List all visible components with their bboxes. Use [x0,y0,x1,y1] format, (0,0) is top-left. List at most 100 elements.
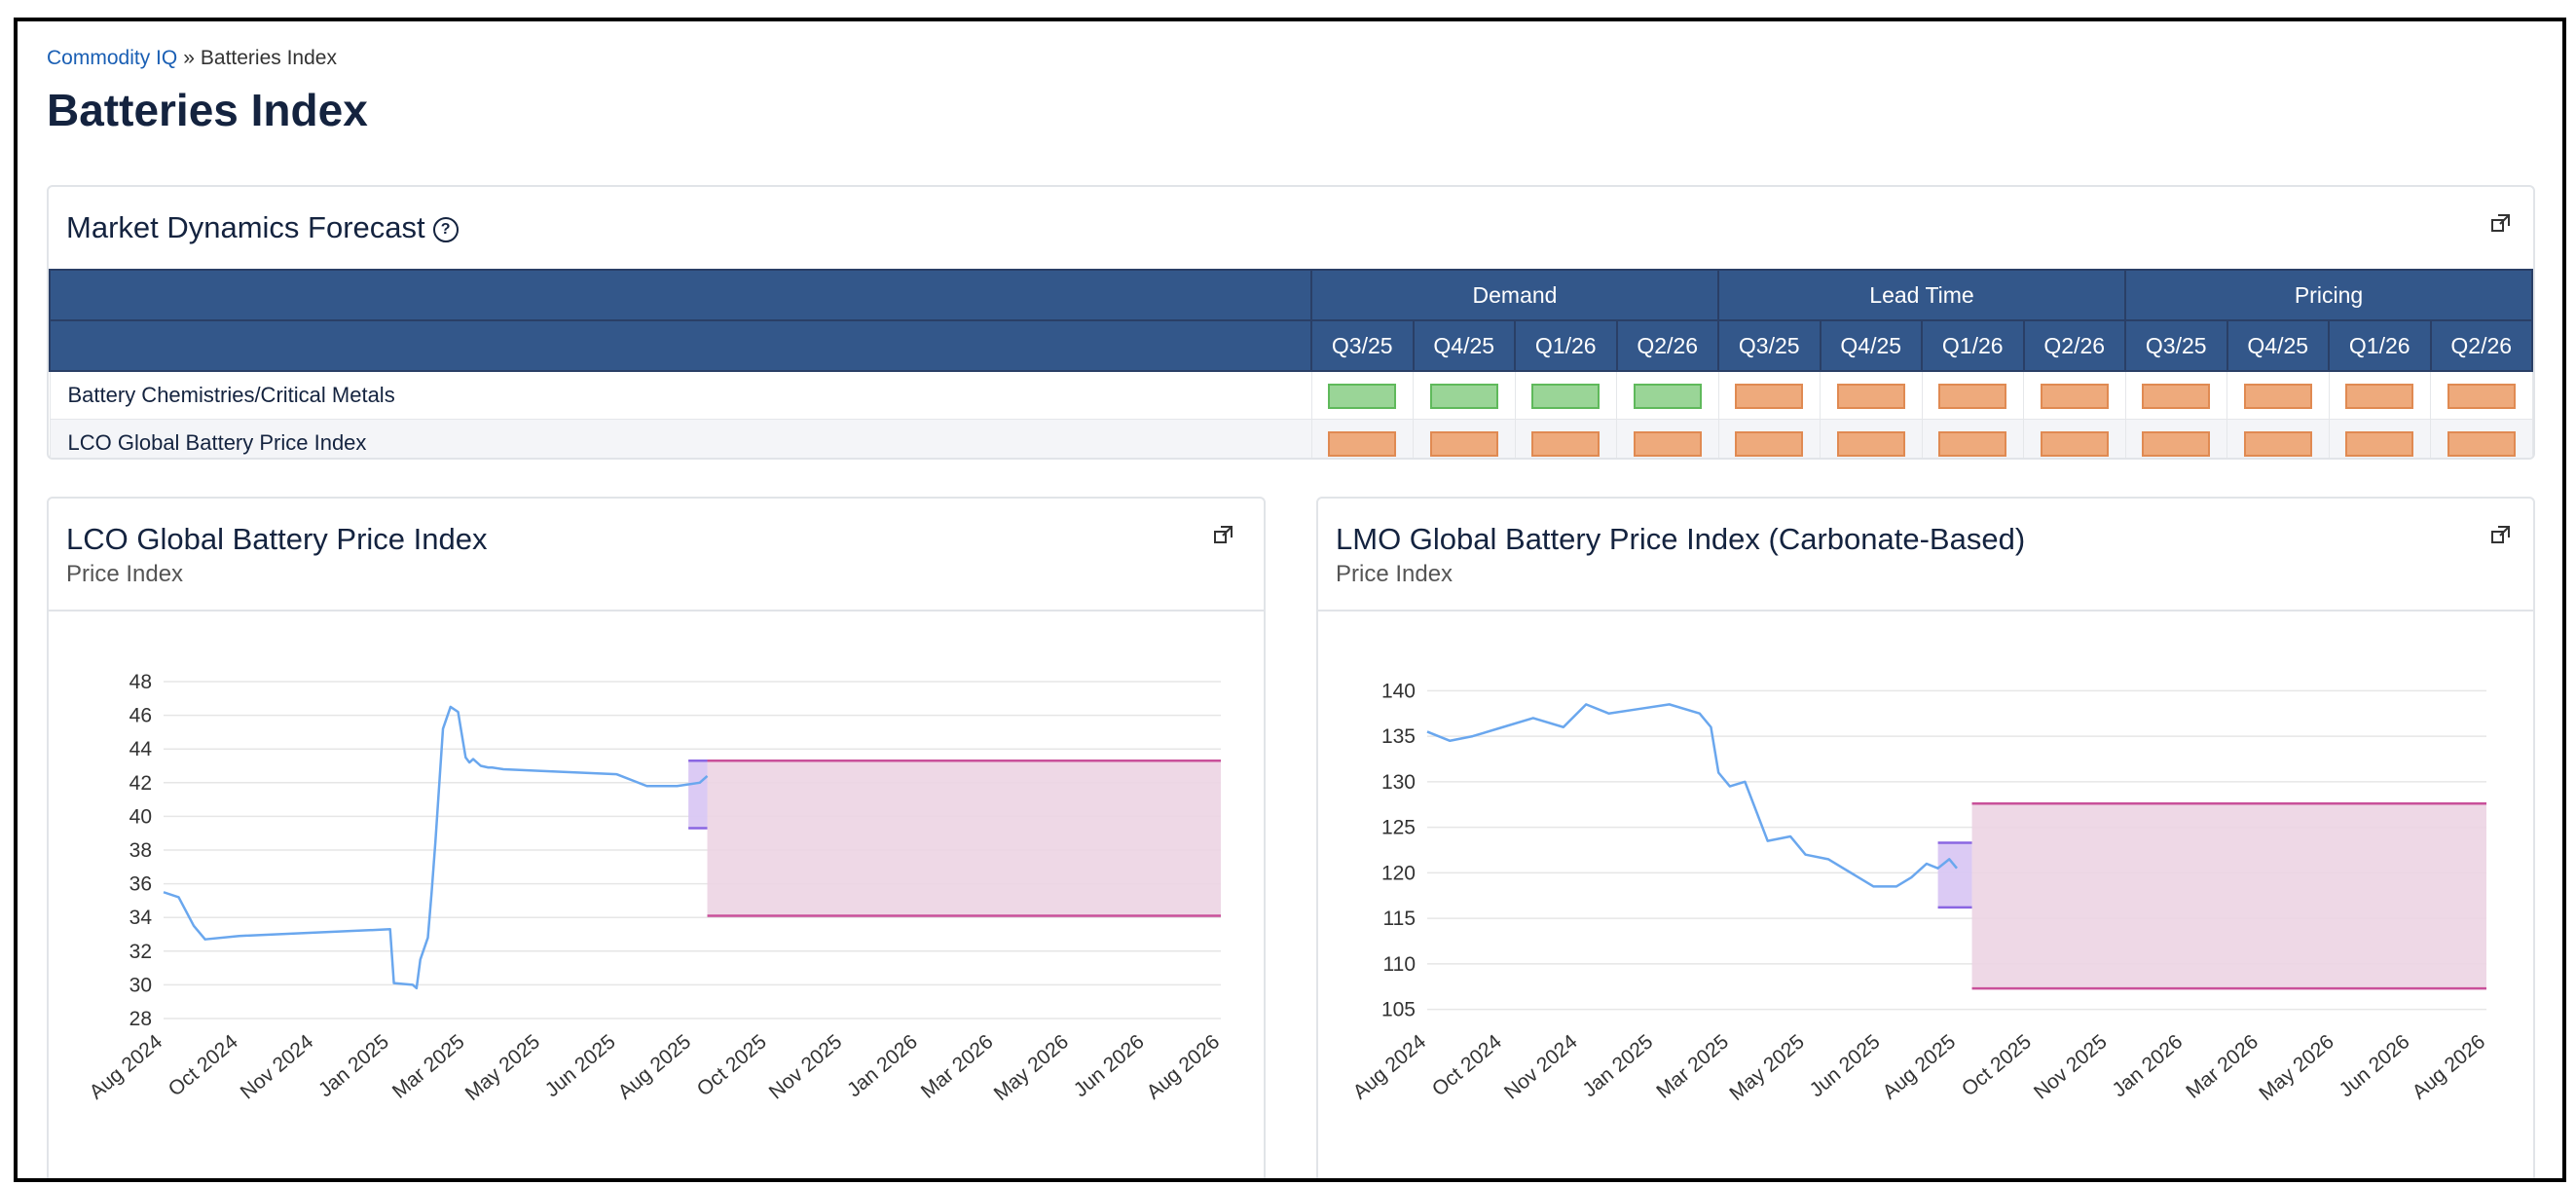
status-swatch-green[interactable] [1633,383,1702,409]
y-tick-label: 30 [129,974,152,996]
x-tick-label: Oct 2024 [1428,1030,1506,1101]
y-tick-label: 42 [129,772,152,795]
y-tick-label: 120 [1381,862,1416,884]
forecast-row-label: LCO Global Battery Price Index [49,419,1312,458]
chart-header-divider [49,610,1264,612]
status-swatch-orange[interactable] [1938,430,2007,457]
forecast-header-blank [49,319,1312,372]
quarter-header: Q1/26 [1921,319,2025,372]
status-swatch-green[interactable] [1328,383,1397,409]
forecast-cell [1310,370,1414,420]
forecast-cell [2226,370,2330,420]
quarter-header: Q4/25 [1819,319,1923,372]
question-circle-icon[interactable]: ? [432,216,459,242]
lmo-chart-title: LMO Global Battery Price Index (Carbonat… [1336,522,2026,556]
status-swatch-green[interactable] [1429,383,1498,409]
quarter-header: Q3/25 [1310,319,1415,372]
status-swatch-orange[interactable] [1735,430,1804,457]
forecast-cell [1820,370,1923,420]
uncertainty-band [688,760,708,829]
x-tick-label: Nov 2025 [765,1030,847,1103]
status-swatch-orange[interactable] [2243,383,2312,409]
x-tick-label: Aug 2024 [1349,1030,1431,1104]
y-tick-label: 135 [1381,725,1416,748]
y-tick-label: 140 [1381,680,1416,702]
status-swatch-orange[interactable] [2447,430,2516,457]
group-header-lead-time: Lead Time [1717,269,2126,321]
x-tick-label: Jan 2025 [314,1030,393,1101]
status-swatch-orange[interactable] [1531,430,1601,457]
y-tick-label: 115 [1383,908,1416,930]
lco-chart-subtitle: Price Index [66,561,184,587]
app-window: Commodity IQ» Batteries Index Batteries I… [14,18,2566,1182]
group-header-demand: Demand [1310,269,1719,321]
forecast-title-text: Market Dynamics Forecast [66,210,425,244]
x-tick-label: May 2026 [2255,1030,2337,1105]
status-swatch-orange[interactable] [1633,430,1702,457]
forecast-cell [2430,419,2533,458]
forecast-cell [1413,419,1516,458]
x-tick-label: Oct 2025 [693,1030,771,1100]
lco-chart-panel: LCO Global Battery Price Index Price Ind… [47,497,1266,1178]
y-tick-label: 110 [1383,953,1416,976]
quarter-header: Q4/25 [1412,319,1516,372]
forecast-cell [1413,370,1516,420]
quarter-header: Q1/26 [2328,319,2432,372]
breadcrumb-link-commodity-iq[interactable]: Commodity IQ [47,47,178,69]
forecast-cell [1717,419,1821,458]
x-tick-label: Jan 2025 [1578,1030,1657,1101]
forecast-cell [2023,370,2126,420]
status-swatch-orange[interactable] [2243,430,2312,457]
expand-icon[interactable] [2490,212,2512,234]
status-swatch-orange[interactable] [2345,383,2414,409]
status-swatch-orange[interactable] [1836,430,1905,457]
y-tick-label: 125 [1381,817,1416,839]
x-tick-label: Jun 2026 [2336,1030,2414,1101]
status-swatch-orange[interactable] [2345,430,2414,457]
status-swatch-orange[interactable] [2040,430,2109,457]
forecast-panel: Market Dynamics Forecast? Demand Lead Ti… [47,185,2535,460]
status-swatch-orange[interactable] [1328,430,1397,457]
forecast-table: Demand Lead Time Pricing Q3/25 Q4/25 Q1/26… [49,269,2533,458]
status-swatch-orange[interactable] [1836,383,1905,409]
forecast-cell [1310,419,1414,458]
x-tick-label: Oct 2025 [1958,1030,2036,1100]
x-tick-label: Mar 2026 [2182,1030,2263,1103]
status-swatch-orange[interactable] [2142,383,2211,409]
forecast-cell [1514,370,1617,420]
forecast-cell [2124,370,2227,420]
chart-header-divider [1318,610,2533,612]
status-swatch-orange[interactable] [1429,430,1498,457]
x-tick-label: Aug 2026 [2409,1030,2490,1103]
quarter-header: Q1/26 [1514,319,1618,372]
x-tick-label: May 2025 [461,1030,544,1105]
quarter-header: Q3/25 [1717,319,1822,372]
forecast-cell [2430,370,2533,420]
status-swatch-green[interactable] [1531,383,1601,409]
lmo-chart-subtitle: Price Index [1336,561,1454,587]
breadcrumb-separator: » [183,47,195,69]
status-swatch-orange[interactable] [1938,383,2007,409]
expand-icon[interactable] [1213,524,1234,545]
x-tick-label: May 2026 [990,1030,1073,1105]
y-tick-label: 32 [129,941,152,963]
x-tick-label: Oct 2024 [165,1030,242,1101]
expand-icon[interactable] [2490,524,2512,545]
x-tick-label: Mar 2026 [917,1030,998,1103]
y-tick-label: 38 [129,839,152,862]
forecast-cell [1921,370,2024,420]
x-tick-label: Nov 2024 [1500,1030,1582,1104]
y-tick-label: 28 [129,1008,152,1030]
x-tick-label: Jun 2026 [1070,1030,1149,1101]
forecast-cell [2124,419,2227,458]
status-swatch-orange[interactable] [1735,383,1804,409]
forecast-cell [1616,370,1719,420]
status-swatch-orange[interactable] [2040,383,2109,409]
lmo-chart-panel: LMO Global Battery Price Index (Carbonat… [1316,497,2535,1178]
status-swatch-orange[interactable] [2447,383,2516,409]
quarter-header: Q4/25 [2226,319,2330,372]
x-tick-label: Jun 2025 [541,1030,620,1101]
status-swatch-orange[interactable] [2142,430,2211,457]
quarter-header: Q2/26 [2429,319,2533,372]
